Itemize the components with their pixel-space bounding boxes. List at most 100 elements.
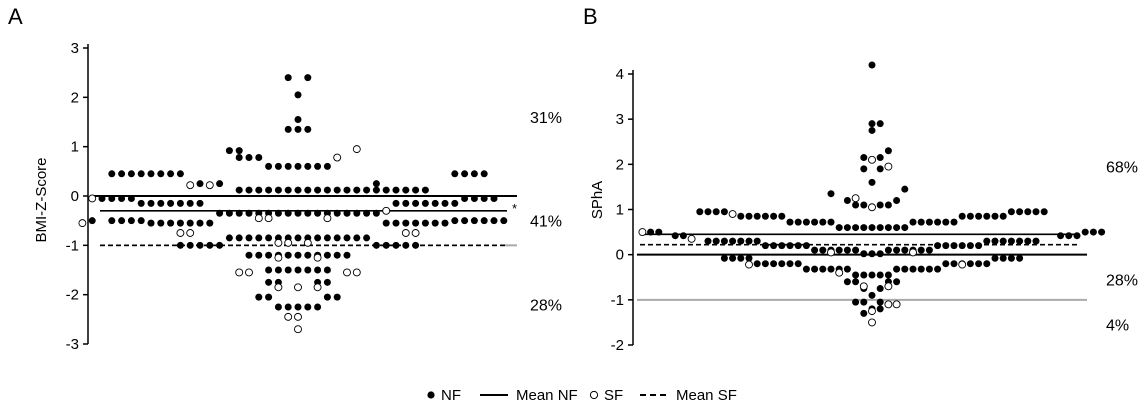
nf-point bbox=[186, 219, 194, 227]
nf-point bbox=[868, 178, 876, 186]
nf-point bbox=[786, 260, 794, 268]
nf-point bbox=[255, 154, 263, 162]
nf-point bbox=[876, 201, 884, 209]
nf-point bbox=[147, 199, 155, 207]
nf-point bbox=[353, 234, 361, 242]
nf-point bbox=[975, 212, 983, 220]
nf-point bbox=[470, 194, 478, 202]
nf-point bbox=[382, 186, 390, 194]
nf-point bbox=[770, 260, 778, 268]
nf-point bbox=[884, 147, 892, 155]
nf-point bbox=[1081, 228, 1089, 236]
nf-point bbox=[363, 209, 371, 217]
nf-point bbox=[647, 228, 655, 236]
nf-point bbox=[118, 170, 126, 178]
nf-point bbox=[868, 291, 876, 299]
nf-point bbox=[127, 217, 135, 225]
nf-point bbox=[1089, 228, 1097, 236]
sf-point bbox=[205, 181, 214, 190]
nf-point bbox=[1016, 237, 1024, 245]
nf-point bbox=[737, 212, 745, 220]
nf-point bbox=[983, 212, 991, 220]
nf-point bbox=[392, 219, 400, 227]
nf-point bbox=[1032, 208, 1040, 216]
nf-point bbox=[127, 194, 135, 202]
panel-a: A BMI-Z-Score -3 -2 -1 0 1 2 3 * 31% 41% 28% bbox=[8, 4, 562, 353]
sf-point bbox=[745, 260, 753, 269]
nf-point bbox=[431, 219, 439, 227]
nf-point bbox=[176, 219, 184, 227]
nf-point bbox=[304, 251, 312, 259]
nf-point bbox=[679, 232, 687, 240]
sf-point bbox=[313, 253, 322, 262]
nf-point bbox=[284, 125, 292, 133]
sf-point bbox=[343, 268, 351, 277]
nf-point bbox=[402, 199, 410, 207]
sf-point bbox=[333, 153, 342, 162]
nf-point bbox=[294, 162, 302, 170]
nf-point bbox=[412, 219, 420, 227]
legend-item-sf: SF bbox=[589, 387, 623, 404]
y-axis-title-a: BMI-Z-Score bbox=[33, 157, 50, 242]
nf-point bbox=[304, 74, 312, 82]
nf-point bbox=[704, 237, 712, 245]
nf-point bbox=[294, 91, 302, 99]
sf-point bbox=[411, 229, 420, 237]
nf-point bbox=[412, 241, 420, 249]
y-axis-title-b: SPhA bbox=[589, 181, 606, 219]
nf-point bbox=[490, 194, 498, 202]
nf-point bbox=[827, 265, 835, 273]
nf-point bbox=[1040, 208, 1048, 216]
nf-point bbox=[720, 208, 728, 216]
nf-point bbox=[412, 186, 420, 194]
percent-label: 28% bbox=[1106, 273, 1138, 290]
nf-point bbox=[843, 196, 851, 204]
nf-point bbox=[333, 251, 341, 259]
nf-point bbox=[1024, 208, 1032, 216]
nf-point bbox=[402, 219, 410, 227]
nf-point bbox=[314, 162, 322, 170]
legend-label-mean-sf: Mean SF bbox=[676, 387, 737, 404]
y-tick-label: 3 bbox=[616, 111, 624, 128]
nf-point bbox=[925, 265, 933, 273]
series-nf bbox=[88, 74, 508, 311]
sf-point bbox=[294, 312, 302, 321]
nf-point bbox=[304, 209, 312, 217]
nf-point bbox=[1016, 208, 1024, 216]
nf-point bbox=[461, 194, 469, 202]
nf-point bbox=[729, 254, 737, 262]
nf-point bbox=[304, 303, 312, 311]
nf-point bbox=[196, 219, 204, 227]
nf-point bbox=[216, 209, 224, 217]
nf-point bbox=[274, 266, 282, 274]
nf-point bbox=[333, 209, 341, 217]
nf-point bbox=[999, 212, 1007, 220]
nf-point bbox=[843, 246, 851, 254]
nf-point bbox=[1065, 232, 1073, 240]
nf-point bbox=[225, 147, 233, 155]
nf-point bbox=[819, 218, 827, 226]
nf-point bbox=[852, 298, 860, 306]
nf-point bbox=[343, 186, 351, 194]
sf-point bbox=[868, 318, 876, 327]
nf-point bbox=[255, 234, 263, 242]
nf-point bbox=[950, 242, 958, 250]
nf-point bbox=[835, 224, 843, 232]
nf-point bbox=[480, 217, 488, 225]
nf-point bbox=[304, 125, 312, 133]
nf-point bbox=[235, 154, 243, 162]
nf-point bbox=[245, 186, 253, 194]
nf-point bbox=[284, 209, 292, 217]
nf-point bbox=[860, 309, 868, 317]
nf-point bbox=[868, 250, 876, 258]
nf-point bbox=[934, 242, 942, 250]
y-tick-label: -2 bbox=[611, 337, 624, 354]
nf-point bbox=[314, 186, 322, 194]
nf-point bbox=[1073, 232, 1081, 240]
nf-point bbox=[860, 298, 868, 306]
nf-point bbox=[196, 241, 204, 249]
nf-point bbox=[294, 186, 302, 194]
nf-point bbox=[245, 154, 253, 162]
nf-point bbox=[255, 251, 263, 259]
